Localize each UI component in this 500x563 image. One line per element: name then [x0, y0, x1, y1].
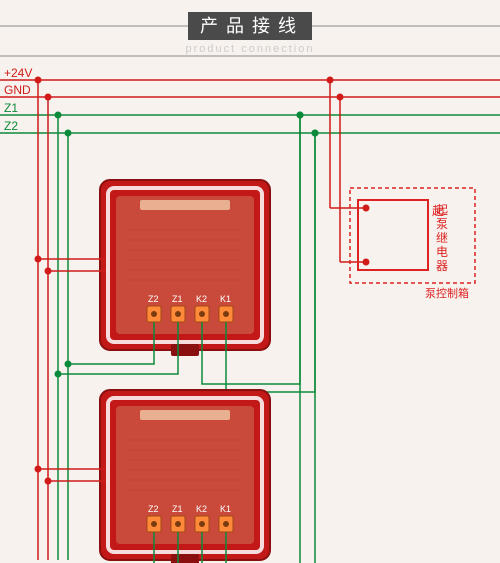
- node: [35, 256, 42, 263]
- node: [297, 112, 304, 119]
- terminal-label-Z1: Z1: [172, 294, 183, 304]
- bus-label-+24V: +24V: [4, 66, 32, 80]
- node: [363, 205, 370, 212]
- terminal-label-K2: K2: [196, 294, 207, 304]
- device-0: [100, 180, 270, 356]
- relay-label: 泵: [436, 217, 448, 231]
- bus-label-GND: GND: [4, 83, 31, 97]
- bus-label-Z1: Z1: [4, 101, 18, 115]
- node: [45, 478, 52, 485]
- bus-label-Z2: Z2: [4, 119, 18, 133]
- terminal-label-Z1: Z1: [172, 504, 183, 514]
- relay-label: 起: [436, 203, 448, 217]
- terminal-label-K2: K2: [196, 504, 207, 514]
- node: [45, 268, 52, 275]
- node: [35, 77, 42, 84]
- node: [337, 94, 344, 101]
- node: [65, 130, 72, 137]
- node: [55, 112, 62, 119]
- header-title-cn: 产品接线: [200, 16, 304, 36]
- device-1: [100, 390, 270, 563]
- terminal-label-K1: K1: [220, 294, 231, 304]
- relay-label: 器: [436, 259, 448, 273]
- terminal-label-Z2: Z2: [148, 504, 159, 514]
- node: [312, 130, 319, 137]
- pump-box-label: 泵控制箱: [425, 286, 469, 300]
- node: [65, 361, 72, 368]
- terminal-label-K1: K1: [220, 504, 231, 514]
- node: [327, 77, 334, 84]
- node: [35, 466, 42, 473]
- node: [45, 94, 52, 101]
- relay-label: 电: [436, 245, 448, 259]
- node: [55, 371, 62, 378]
- relay-label: 继: [436, 231, 448, 245]
- header-title-en: product connection: [186, 43, 315, 55]
- terminal-label-Z2: Z2: [148, 294, 159, 304]
- node: [363, 259, 370, 266]
